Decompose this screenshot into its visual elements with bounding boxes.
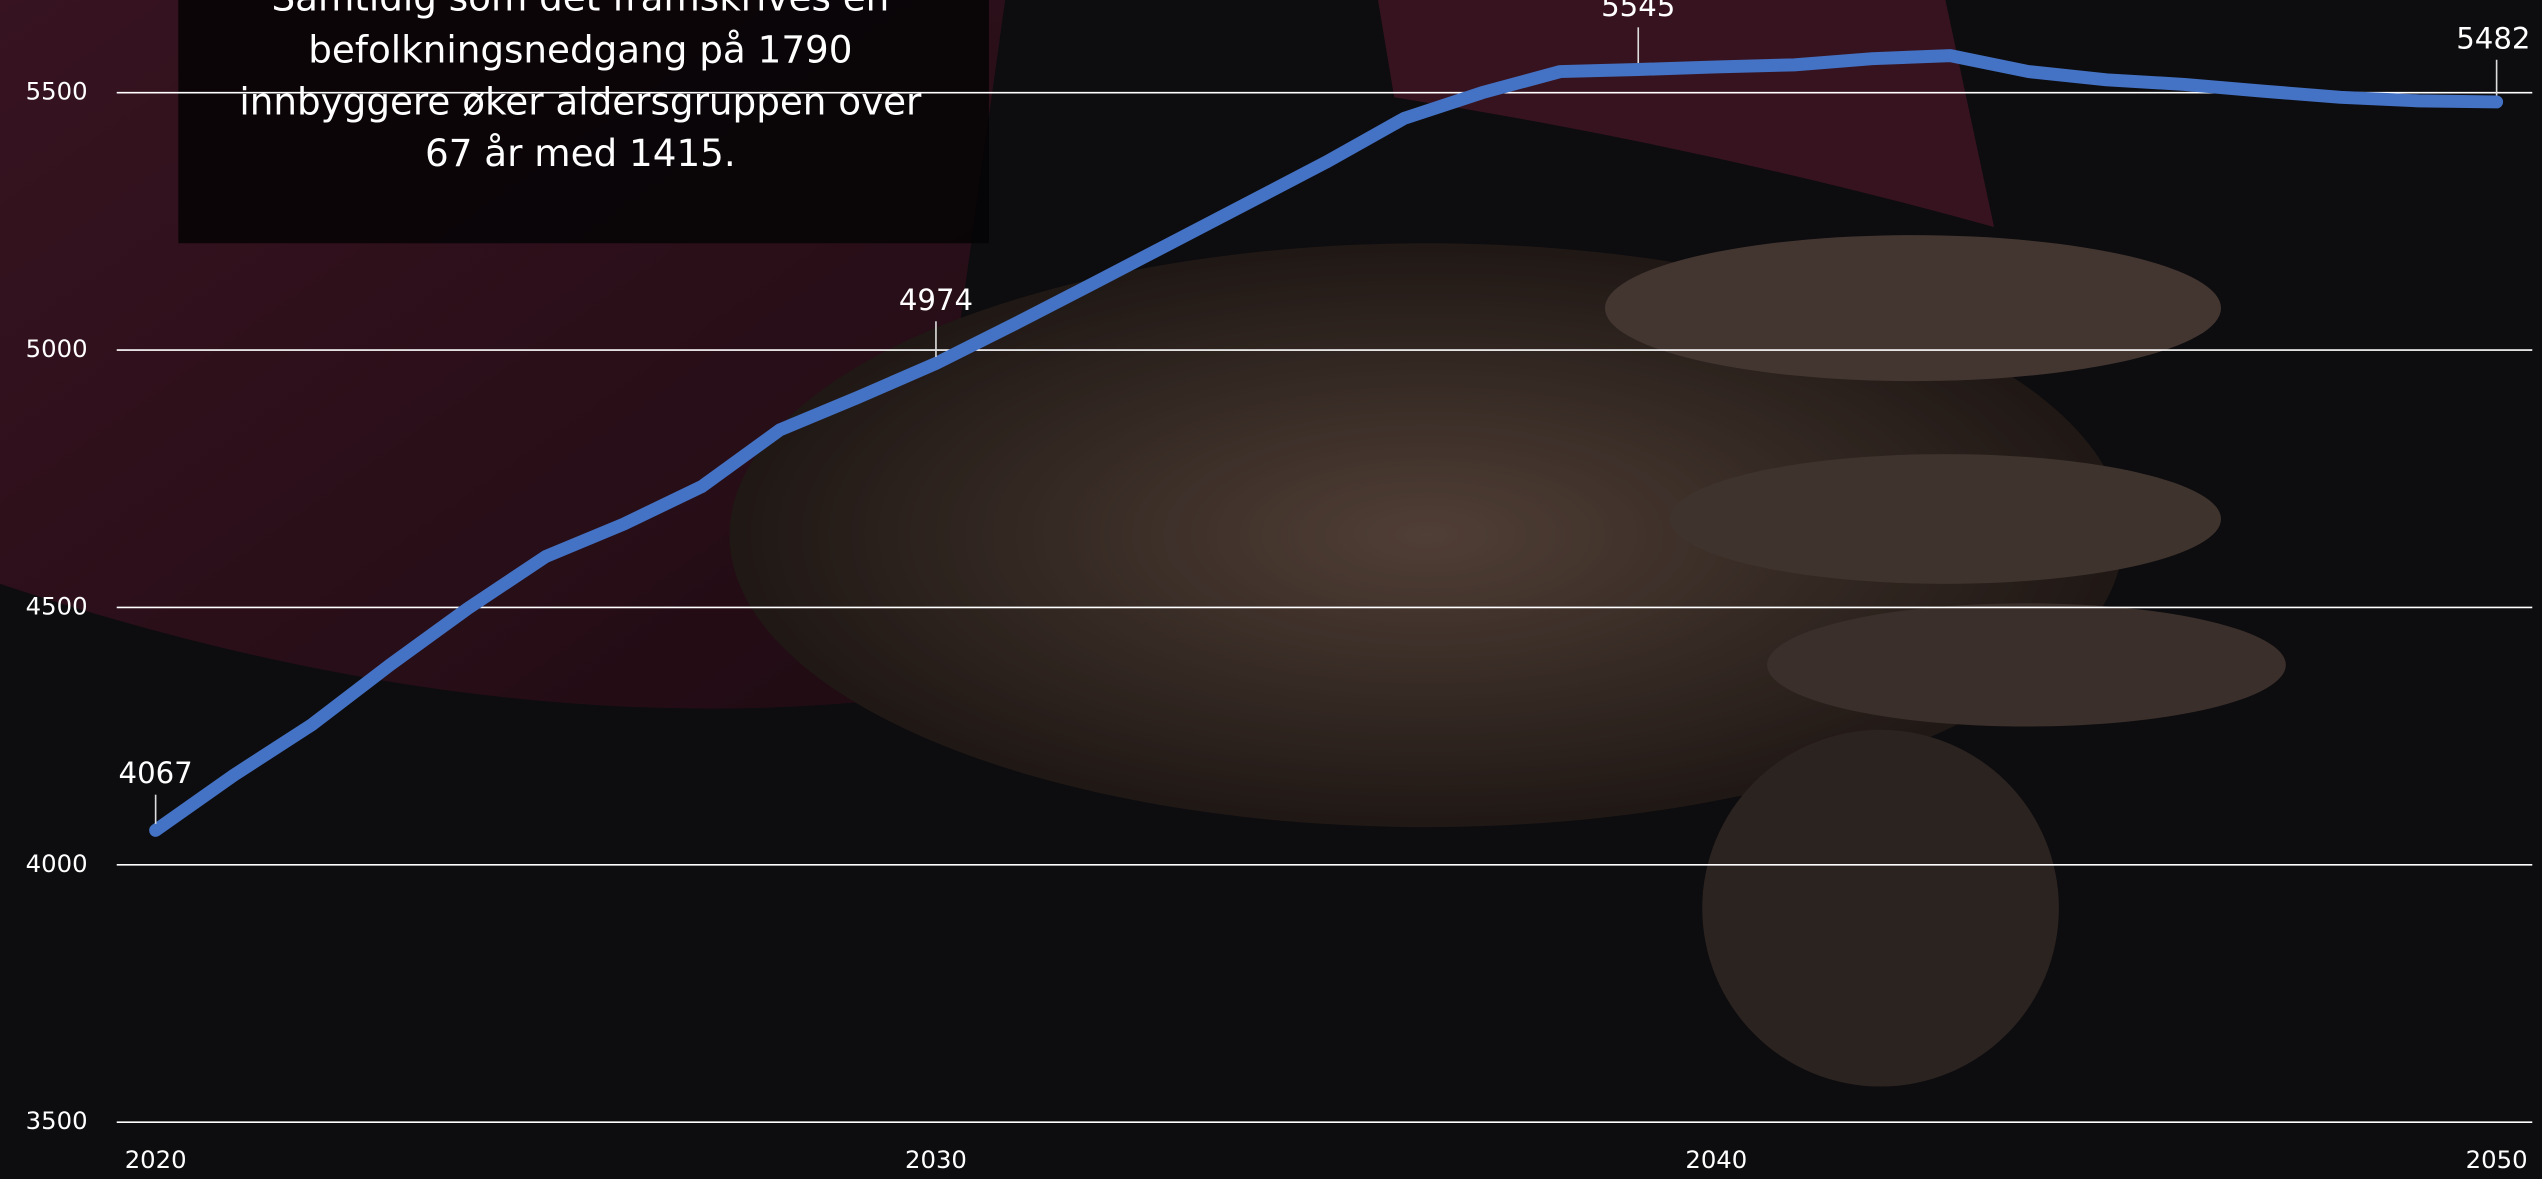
x-tick-label: 2020 [125, 1145, 187, 1174]
data-label: 5482 [2456, 21, 2530, 55]
background-hand [729, 243, 2124, 828]
y-tick-label: 5500 [26, 77, 88, 106]
annotation-text: befolkningsnedgang på 1790 [308, 27, 852, 71]
x-tick-label: 2050 [2466, 1145, 2528, 1174]
plot: 3500 4000 4500 5000 5500 2020 2030 2040 2050 Samt… [26, 0, 2533, 1174]
annotation-box [178, 0, 989, 244]
y-tick-label: 4000 [26, 849, 88, 878]
x-tick-label: 2040 [1685, 1145, 1747, 1174]
background-finger [1767, 603, 2286, 727]
data-label: 5545 [1601, 0, 1675, 23]
annotation-text: 67 år med 1415. [425, 131, 736, 175]
y-tick-label: 3500 [26, 1106, 88, 1135]
background-finger [1702, 729, 2059, 1087]
y-tick-label: 4500 [26, 591, 88, 620]
background-finger [1669, 454, 2222, 584]
annotation-text: Samtidig som det framskrives en [271, 0, 889, 20]
annotation-text: innbyggere øker aldersgruppen over [239, 79, 922, 123]
background-finger [1604, 235, 2222, 382]
data-label: 4974 [899, 283, 973, 317]
line [149, 49, 2504, 837]
y-tick-label: 5000 [26, 334, 88, 363]
x-tick-label: 2030 [905, 1145, 967, 1174]
data-label: 4067 [119, 756, 193, 790]
